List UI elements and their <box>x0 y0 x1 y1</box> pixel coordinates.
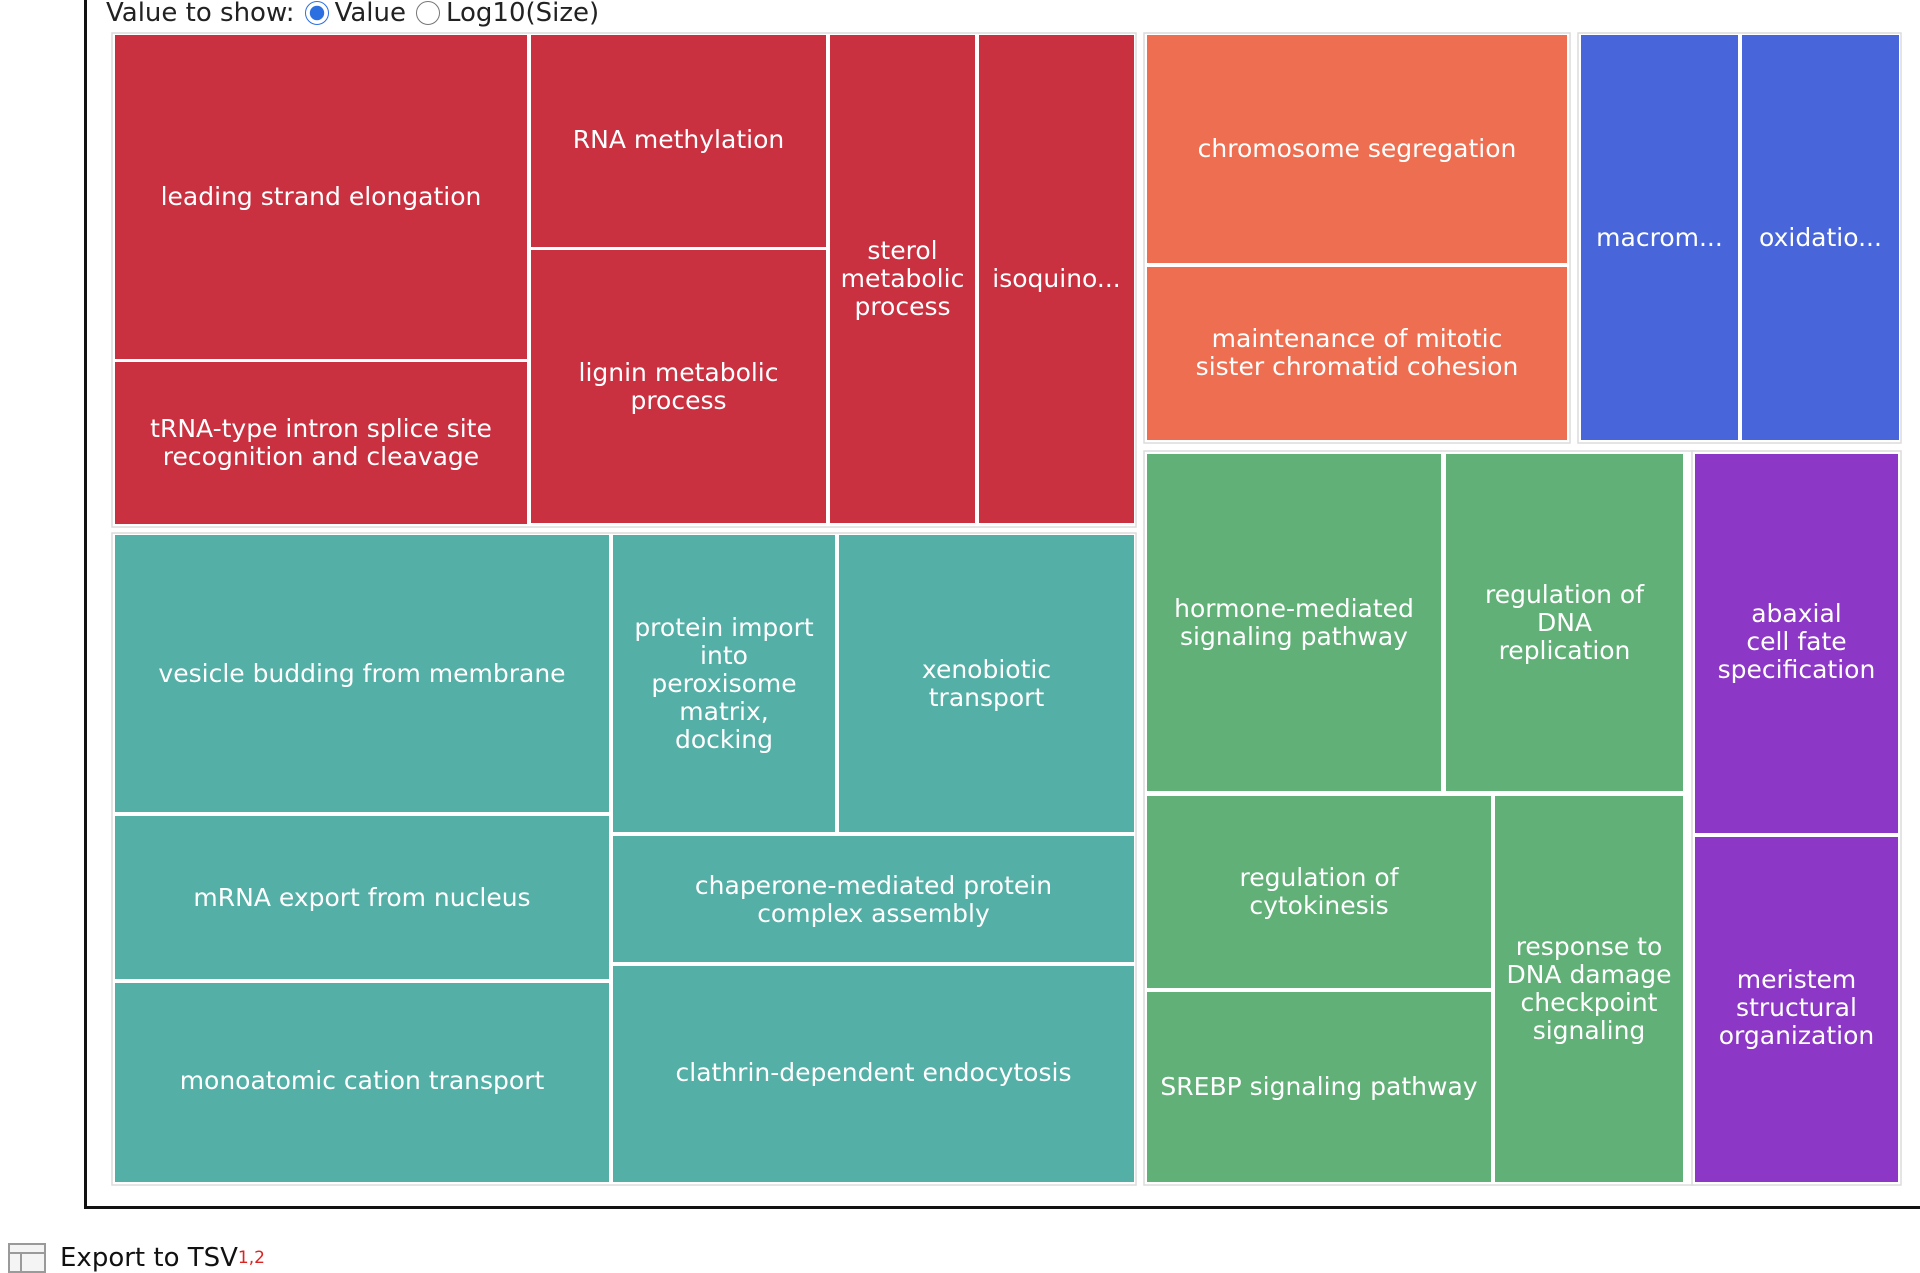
treemap-tile[interactable] <box>115 362 527 524</box>
treemap-tile[interactable] <box>1147 796 1491 988</box>
treemap-tile[interactable] <box>115 535 609 812</box>
treemap-tile[interactable] <box>1147 267 1567 440</box>
log-size-radio-option[interactable]: Log10(Size) <box>415 0 600 28</box>
treemap-tile-label: maintenance of mitotic sister chromatid c… <box>1196 324 1519 381</box>
treemap-tile-label: tRNA-type intron splice site recognition … <box>150 414 492 471</box>
treemap-tile[interactable] <box>979 35 1134 523</box>
treemap-tile-label: sterol metabolic process <box>841 236 965 321</box>
export-footnotes: 1,2 <box>237 1248 265 1268</box>
treemap-tile[interactable] <box>115 983 609 1182</box>
treemap-tile[interactable] <box>1147 35 1567 263</box>
treemap-tile-label: RNA methylation <box>573 125 784 154</box>
treemap-tile[interactable] <box>1147 992 1491 1182</box>
treemap-tile[interactable] <box>839 535 1134 832</box>
treemap-tile-label: chaperone-mediated protein complex assemb… <box>695 871 1052 928</box>
treemap-tile[interactable] <box>1742 35 1899 440</box>
treemap-tile[interactable] <box>531 250 826 523</box>
treemap-tile-label: abaxial cell fate specification <box>1718 599 1876 684</box>
treemap-chart: leading strand elongation tRNA-type intro… <box>111 32 1902 1186</box>
treemap-tile[interactable] <box>1446 454 1683 791</box>
table-file-icon <box>8 1243 46 1273</box>
value-radio-label: Value <box>334 0 406 28</box>
treemap-tile[interactable] <box>613 535 835 832</box>
treemap-tile-label: leading strand elongation <box>161 182 482 211</box>
treemap-tile-label: SREBP signaling pathway <box>1160 1072 1477 1101</box>
treemap-tile-label: mRNA export from nucleus <box>193 883 530 912</box>
treemap-tile[interactable] <box>830 35 975 523</box>
treemap-tile[interactable] <box>115 816 609 979</box>
log-size-radio-label: Log10(Size) <box>445 0 600 28</box>
treemap-tile[interactable] <box>1695 454 1898 833</box>
treemap-tile-label: macrom... <box>1596 223 1723 252</box>
treemap-tile-label: regulation of DNA replication <box>1485 580 1645 665</box>
treemap-tile-label: hormone-mediated signaling pathway <box>1174 594 1414 651</box>
treemap-tile[interactable] <box>1581 35 1738 440</box>
treemap-tile-label: vesicle budding from membrane <box>158 659 565 688</box>
treemap-tile-label: lignin metabolic process <box>579 358 779 415</box>
treemap-tile-label: oxidatio... <box>1759 223 1882 252</box>
treemap-tile-label: isoquino... <box>992 264 1120 293</box>
value-radio-option[interactable]: Value <box>304 0 406 28</box>
treemap-tile-label: protein import into peroxisome matrix, docki… <box>634 613 814 754</box>
treemap-tile-label: chromosome segregation <box>1198 134 1517 163</box>
treemap-tile[interactable] <box>1147 454 1441 791</box>
export-tsv-link[interactable]: Export to TSV 1,2 <box>8 1243 265 1273</box>
value-radio[interactable] <box>304 1 329 25</box>
treemap-tile-label: meristem structural organization <box>1719 965 1874 1050</box>
treemap-tile[interactable] <box>531 35 826 247</box>
treemap-tile-label: regulation of cytokinesis <box>1239 863 1399 920</box>
treemap-tile-label: response to DNA damage checkpoint signaling <box>1506 932 1671 1045</box>
log-size-radio[interactable] <box>415 1 440 25</box>
treemap-tile[interactable] <box>1495 796 1683 1182</box>
treemap-tile[interactable] <box>1695 837 1898 1182</box>
value-toggle-label: Value to show: <box>106 0 295 28</box>
treemap-tile[interactable] <box>613 836 1134 962</box>
value-toggle: Value to show: Value Log10(Size) <box>106 0 609 30</box>
treemap-tile[interactable] <box>613 966 1134 1182</box>
treemap-tile-label: xenobiotic transport <box>922 655 1051 712</box>
treemap-tile[interactable] <box>115 35 527 359</box>
treemap-tile-label: clathrin-dependent endocytosis <box>676 1058 1072 1087</box>
treemap-frame <box>84 0 1920 1209</box>
treemap-tile-label: monoatomic cation transport <box>180 1066 545 1095</box>
export-tsv-label: Export to TSV <box>60 1243 238 1273</box>
